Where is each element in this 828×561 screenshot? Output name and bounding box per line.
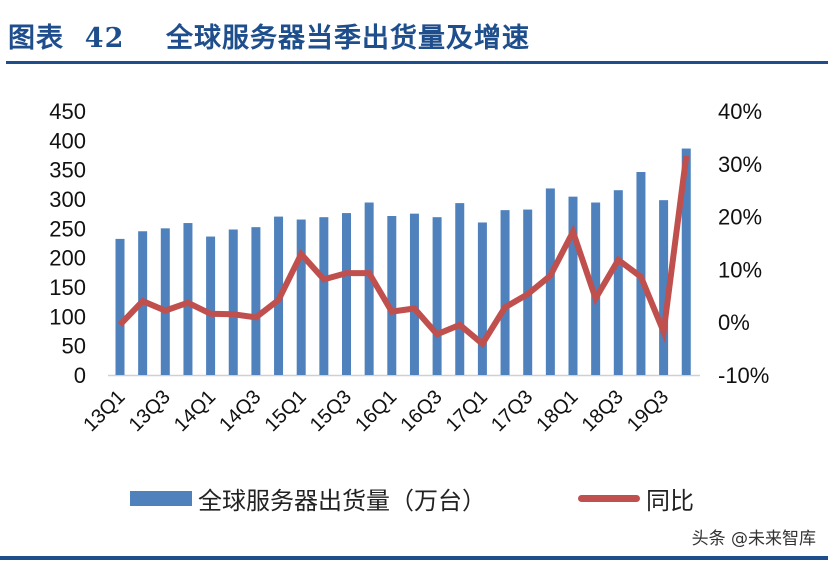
x-tick-label: 13Q3	[125, 386, 175, 436]
combo-chart: 0 50 100 150 200 250 300 350 400 450 -10% 0% 10% 20% 3…	[49, 99, 769, 436]
x-tick-label: 14Q1	[170, 386, 220, 436]
y-left-tick: 200	[49, 246, 86, 271]
legend-bar-label: 全球服务器出货量（万台）	[198, 487, 486, 515]
y-right-tick: 0%	[718, 310, 750, 335]
y-left-tick: 350	[49, 158, 86, 183]
bar	[160, 228, 170, 375]
bar	[251, 227, 261, 375]
bar	[659, 200, 669, 375]
x-tick-label: 17Q1	[442, 386, 492, 436]
x-tick-label: 18Q3	[578, 386, 628, 436]
y-right-tick: -10%	[718, 363, 769, 388]
legend-line-label: 同比	[646, 487, 694, 515]
bar	[409, 213, 419, 375]
y-right-tick: 30%	[718, 152, 762, 177]
bar	[455, 203, 465, 375]
bar	[432, 217, 442, 375]
bar	[296, 219, 306, 375]
bar	[545, 188, 555, 375]
x-tick-label: 16Q1	[351, 386, 401, 436]
y-left-tick: 150	[49, 275, 86, 300]
x-tick-label: 15Q1	[261, 386, 311, 436]
legend-item-yoy: 同比	[578, 481, 694, 516]
yoy-line	[117, 155, 690, 349]
bar	[477, 222, 487, 375]
x-tick-label: 13Q1	[79, 386, 129, 436]
bar	[387, 216, 397, 375]
bottom-divider	[0, 556, 828, 560]
bar	[115, 238, 125, 375]
bar	[342, 213, 351, 375]
figure-title: 图表 42 全球服务器当季出货量及增速	[8, 23, 530, 54]
y-left-tick: 250	[49, 216, 86, 241]
y-left-tick: 450	[49, 99, 86, 124]
legend-bar-swatch	[130, 491, 192, 506]
bar	[183, 223, 193, 375]
bar	[364, 202, 374, 375]
x-tick-label: 17Q3	[487, 386, 537, 436]
legend-item-shipments: 全球服务器出货量（万台）	[130, 481, 486, 516]
legend-line-swatch	[578, 495, 640, 502]
bar	[681, 148, 691, 375]
y-left-tick: 300	[49, 187, 86, 212]
bar	[319, 217, 329, 375]
x-tick-label: 15Q3	[306, 386, 356, 436]
y-left-tick: 400	[49, 128, 86, 153]
bar	[613, 190, 623, 375]
y-right-tick: 20%	[718, 205, 762, 230]
y-right-tick: 10%	[718, 257, 762, 282]
bar	[228, 229, 238, 375]
bar	[500, 210, 510, 375]
x-tick-label: 14Q3	[215, 386, 265, 436]
x-tick-label: 16Q3	[396, 386, 446, 436]
y-left-tick: 100	[49, 304, 86, 329]
x-tick-label: 19Q3	[623, 386, 673, 436]
bar	[568, 196, 578, 375]
x-tick-label: 18Q1	[532, 386, 582, 436]
bar	[591, 202, 601, 375]
bar	[206, 236, 216, 375]
title-divider	[6, 61, 828, 64]
y-left-tick: 50	[62, 334, 86, 359]
y-right-tick: 40%	[718, 99, 762, 124]
watermark: 头条 @未来智库	[691, 529, 816, 549]
y-left-tick: 0	[74, 363, 86, 388]
